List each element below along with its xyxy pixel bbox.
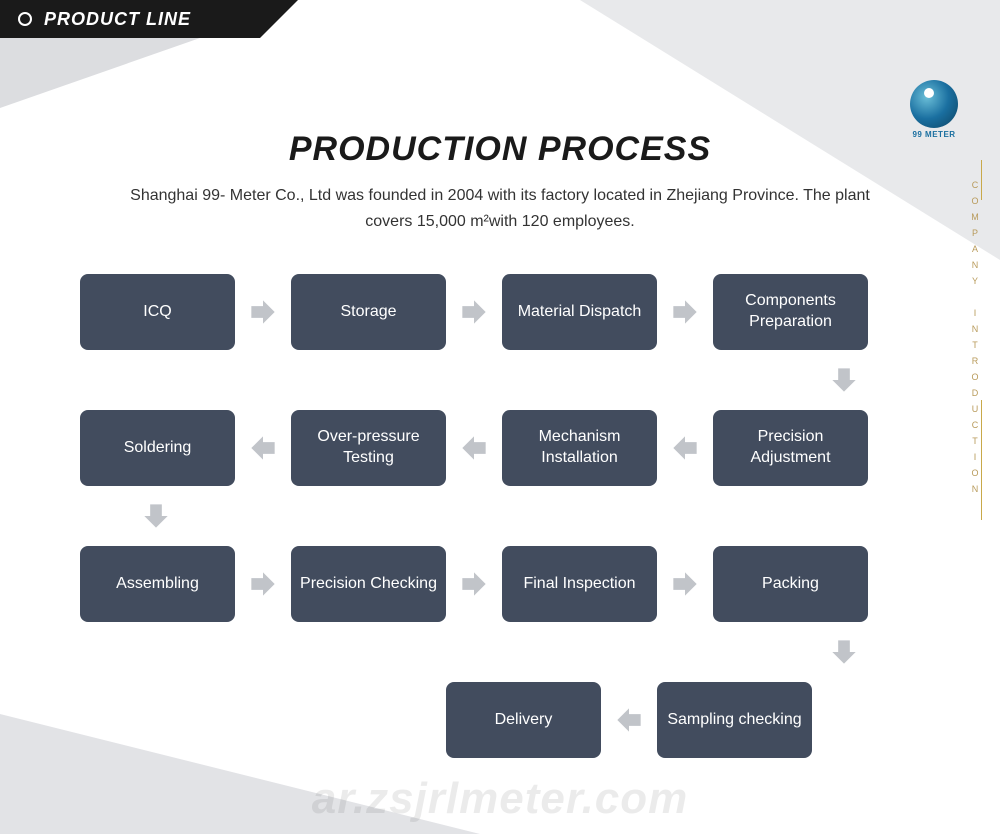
page-title: PRODUCTION PROCESS bbox=[0, 130, 1000, 169]
flow-connector bbox=[80, 364, 920, 396]
arrow-left-icon bbox=[613, 704, 645, 736]
flow-row: Assembling Precision Checking Final Insp… bbox=[80, 546, 920, 622]
header-bar: PRODUCT LINE bbox=[0, 0, 260, 38]
decor-triangle-top-left bbox=[0, 38, 200, 108]
flow-node-components-preparation: Components Preparation bbox=[713, 274, 868, 350]
flow-node-packing: Packing bbox=[713, 546, 868, 622]
flow-connector bbox=[80, 636, 920, 668]
flow-row: Soldering Over-pressure Testing Mechanis… bbox=[80, 410, 920, 486]
flow-node-precision-adjustment: Precision Adjustment bbox=[713, 410, 868, 486]
watermark: ar.zsjrlmeter.com bbox=[0, 774, 1000, 824]
page-subtitle: Shanghai 99- Meter Co., Ltd was founded … bbox=[0, 183, 1000, 234]
arrow-right-icon bbox=[669, 296, 701, 328]
arrow-right-icon bbox=[247, 568, 279, 600]
arrow-right-icon bbox=[458, 296, 490, 328]
side-label-text: COMPANY INTRODUCTION bbox=[970, 180, 980, 500]
logo-circle-icon bbox=[910, 80, 958, 128]
flow-row: ICQ Storage Material Dispatch Components… bbox=[80, 274, 920, 350]
header-label: PRODUCT LINE bbox=[44, 9, 191, 30]
flow-node-sampling-checking: Sampling checking bbox=[657, 682, 812, 758]
flowchart: ICQ Storage Material Dispatch Components… bbox=[0, 274, 1000, 758]
arrow-down-icon bbox=[828, 636, 860, 668]
flow-node-precision-checking: Precision Checking bbox=[291, 546, 446, 622]
arrow-down-icon bbox=[140, 500, 172, 532]
logo: 99 METER bbox=[906, 80, 962, 136]
arrow-left-icon bbox=[669, 432, 701, 464]
flow-node-soldering: Soldering bbox=[80, 410, 235, 486]
flow-node-delivery: Delivery bbox=[446, 682, 601, 758]
flow-node-assembling: Assembling bbox=[80, 546, 235, 622]
logo-text: 99 METER bbox=[906, 130, 962, 139]
arrow-right-icon bbox=[669, 568, 701, 600]
arrow-left-icon bbox=[247, 432, 279, 464]
side-label: COMPANY INTRODUCTION bbox=[970, 180, 990, 500]
arrow-right-icon bbox=[247, 296, 279, 328]
flow-node-over-pressure-testing: Over-pressure Testing bbox=[291, 410, 446, 486]
arrow-left-icon bbox=[458, 432, 490, 464]
arrow-down-icon bbox=[828, 364, 860, 396]
flow-node-mechanism-installation: Mechanism Installation bbox=[502, 410, 657, 486]
flow-node-final-inspection: Final Inspection bbox=[502, 546, 657, 622]
flow-node-material-dispatch: Material Dispatch bbox=[502, 274, 657, 350]
arrow-right-icon bbox=[458, 568, 490, 600]
flow-row: Delivery Sampling checking bbox=[80, 682, 920, 758]
flow-connector bbox=[80, 500, 920, 532]
flow-node-icq: ICQ bbox=[80, 274, 235, 350]
header-bullet-icon bbox=[18, 12, 32, 26]
flow-node-storage: Storage bbox=[291, 274, 446, 350]
